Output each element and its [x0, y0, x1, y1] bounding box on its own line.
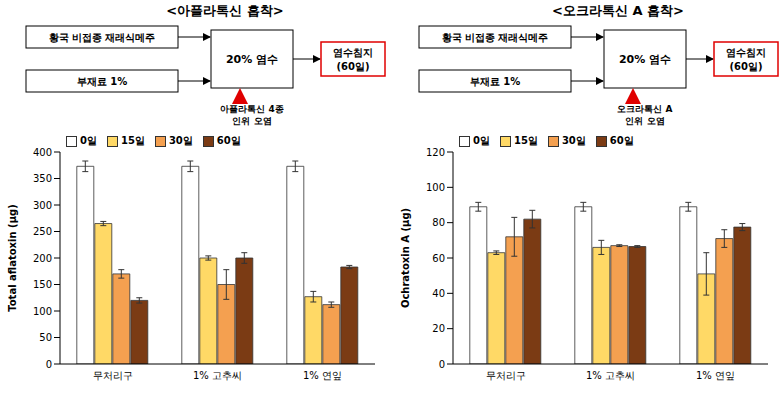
- svg-text:20: 20: [432, 323, 445, 334]
- svg-text:인위 오염: 인위 오염: [232, 116, 271, 126]
- svg-text:무처리구: 무처리구: [93, 370, 133, 381]
- html-text:0일: 0일: [473, 135, 490, 146]
- svg-text:40: 40: [432, 288, 445, 299]
- html-text:15일: 15일: [514, 135, 538, 146]
- svg-text:50: 50: [39, 332, 52, 343]
- svg-text:400: 400: [33, 147, 52, 158]
- svg-text:염수침지: 염수침지: [726, 47, 766, 58]
- svg-text:아플라톡신 4종: 아플라톡신 4종: [220, 104, 283, 114]
- svg-text:인위 오염: 인위 오염: [625, 116, 664, 126]
- svg-text:<오크라톡신 A 흡착>: <오크라톡신 A 흡착>: [552, 3, 684, 18]
- html-text:15일: 15일: [121, 135, 145, 146]
- html-text:0일: 0일: [80, 135, 97, 146]
- svg-text:0: 0: [46, 359, 52, 370]
- svg-text:부재료 1%: 부재료 1%: [77, 76, 127, 87]
- svg-text:120: 120: [426, 147, 445, 158]
- svg-text:250: 250: [33, 226, 52, 237]
- svg-text:1% 고추씨: 1% 고추씨: [586, 370, 635, 381]
- svg-text:100: 100: [33, 306, 52, 317]
- svg-text:Ochratoxin A (μg): Ochratoxin A (μg): [400, 208, 411, 308]
- svg-text:60: 60: [432, 253, 445, 264]
- svg-text:(60일): (60일): [729, 61, 762, 72]
- svg-text:황국 비접종 재래식메주: 황국 비접종 재래식메주: [49, 32, 156, 43]
- svg-text:1% 고추씨: 1% 고추씨: [193, 370, 242, 381]
- svg-text:200: 200: [33, 253, 52, 264]
- html-text:30일: 30일: [561, 135, 586, 146]
- svg-text:100: 100: [426, 182, 445, 193]
- svg-text:오크라톡신 A: 오크라톡신 A: [617, 104, 672, 114]
- svg-text:350: 350: [33, 173, 52, 184]
- svg-text:(60일): (60일): [336, 61, 369, 72]
- html-text:60일: 60일: [609, 135, 634, 146]
- svg-text:20% 염수: 20% 염수: [619, 53, 671, 66]
- svg-text:부재료 1%: 부재료 1%: [470, 76, 520, 87]
- svg-text:80: 80: [432, 217, 445, 228]
- svg-text:염수침지: 염수침지: [333, 47, 373, 58]
- svg-text:20% 염수: 20% 염수: [226, 53, 278, 66]
- svg-text:0: 0: [439, 359, 445, 370]
- svg-text:Total aflatoxin (μg): Total aflatoxin (μg): [8, 204, 18, 312]
- svg-text:1% 연잎: 1% 연잎: [303, 370, 342, 381]
- html-text:30일: 30일: [168, 135, 193, 146]
- svg-text:무처리구: 무처리구: [486, 370, 526, 381]
- svg-text:<아플라톡신 흡착>: <아플라톡신 흡착>: [166, 3, 283, 18]
- svg-text:1% 연잎: 1% 연잎: [696, 370, 735, 381]
- svg-text:300: 300: [33, 200, 52, 211]
- html-text:60일: 60일: [216, 135, 241, 146]
- svg-text:황국 비접종 재래식메주: 황국 비접종 재래식메주: [442, 32, 549, 43]
- svg-text:150: 150: [33, 279, 52, 290]
